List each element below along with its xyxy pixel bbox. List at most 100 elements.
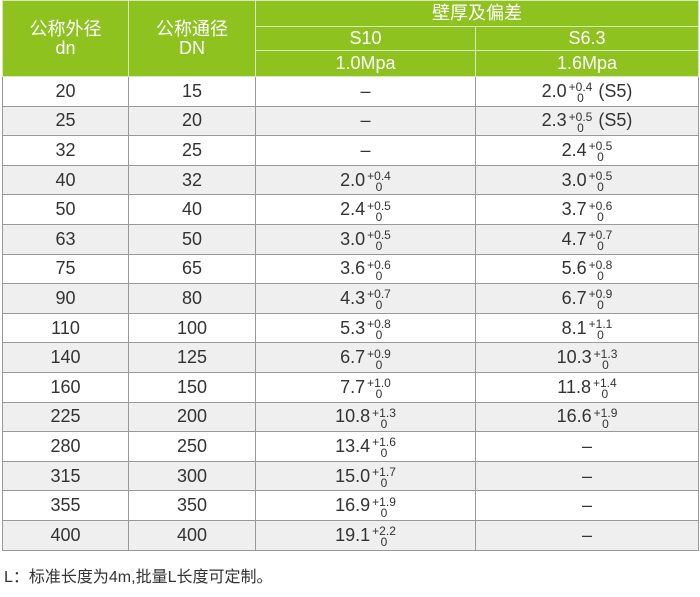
cell-dn: 32 <box>128 164 256 196</box>
thickness-value: 11.8 +1.4 0 <box>557 376 617 401</box>
tolerance-upper: +2.2 <box>372 524 396 539</box>
tolerance-lower: 0 <box>597 268 604 283</box>
tolerance-lower: 0 <box>375 239 383 254</box>
empty-cell: – <box>475 431 699 462</box>
thickness-cell: 10.8 +1.3 0 <box>255 401 476 433</box>
empty-cell: – <box>475 460 699 492</box>
tolerance-lower: 0 <box>375 298 383 313</box>
nominal: 10.3 <box>556 347 592 368</box>
nominal: 2.0 <box>541 80 567 101</box>
tolerance-upper: +1.3 <box>593 346 618 361</box>
tolerance: +1.9 0 <box>593 405 618 431</box>
tolerance: +0.4 0 <box>367 170 391 193</box>
thickness-cell: 3.7 +0.6 0 <box>475 194 699 225</box>
nominal: 16.6 <box>556 406 592 427</box>
cell-dn: 25 <box>128 135 256 166</box>
cell-dn: 80 <box>128 283 256 314</box>
thickness-cell: 11.8 +1.4 0 <box>475 371 699 403</box>
thickness-value: 16.6 +1.9 0 <box>556 405 618 431</box>
thickness-cell: 4.7 +0.7 0 <box>475 223 699 255</box>
tolerance: +0.6 0 <box>589 200 613 223</box>
thickness-value: 2.0 +0.4 0 (S5) <box>541 80 633 106</box>
header-DN: 公称通径 DN <box>128 0 256 77</box>
tolerance-upper: +0.4 <box>568 80 593 95</box>
thickness-cell: 8.1 +1.1 0 <box>475 312 699 344</box>
thickness-cell: 3.6 +0.6 0 <box>255 253 476 285</box>
nominal: 19.1 <box>335 524 371 545</box>
tolerance: +0.5 0 <box>589 170 613 193</box>
cell-dn: 25 <box>2 105 129 137</box>
tolerance-lower: 0 <box>577 91 584 106</box>
nominal: 10.8 <box>335 406 371 427</box>
cell-dn: 400 <box>2 519 129 551</box>
cell-dn: 20 <box>128 105 256 137</box>
tolerance-upper: +0.5 <box>367 198 391 213</box>
cell-dn: 160 <box>2 371 129 403</box>
nominal: 4.3 <box>340 287 366 308</box>
tolerance-upper: +1.9 <box>593 405 618 420</box>
dash: – <box>360 139 371 160</box>
thickness-cell: 10.3 +1.3 0 <box>475 342 699 373</box>
cell-dn: 20 <box>2 76 129 107</box>
header-s63-pressure: 1.6Mpa <box>475 50 699 77</box>
tolerance-upper: +1.0 <box>367 376 391 391</box>
cell-dn: 50 <box>2 194 129 225</box>
empty-cell: – <box>475 490 699 521</box>
tolerance-lower: 0 <box>380 416 388 431</box>
tolerance: +0.7 0 <box>367 288 391 313</box>
tolerance-upper: +0.8 <box>588 257 613 272</box>
empty-cell: – <box>255 135 476 166</box>
nominal: 7.7 <box>340 376 366 397</box>
nominal: 2.3 <box>541 110 567 131</box>
tolerance: +0.4 0 <box>568 80 593 106</box>
cell-dn: 15 <box>128 76 256 107</box>
tolerance: +0.8 0 <box>367 318 391 341</box>
nominal: 6.7 <box>561 287 587 308</box>
tolerance: +0.5 0 <box>589 140 613 163</box>
table-row: 25 20–2.3 +0.5 0 (S5) <box>2 105 699 137</box>
header-wall-thickness: 壁厚及偏差 <box>255 0 699 27</box>
tolerance-upper: +1.3 <box>372 405 396 420</box>
thickness-value: 3.7 +0.6 0 <box>562 199 613 223</box>
nominal: 15.0 <box>335 465 371 486</box>
thickness-value: 3.0 +0.5 0 <box>561 169 613 194</box>
tolerance-lower: 0 <box>380 446 388 461</box>
empty-cell: – <box>475 519 699 551</box>
tolerance: +2.2 0 <box>372 524 396 550</box>
cell-dn: 125 <box>128 342 256 373</box>
dash: – <box>581 495 592 516</box>
tolerance: +1.4 0 <box>593 377 617 400</box>
nominal: 8.1 <box>561 317 587 338</box>
cell-dn: 50 <box>128 223 256 255</box>
table-row: 20 15– 2.0 +0.4 0 (S5) <box>2 76 699 107</box>
table-row: 160 150 7.7 +1.0 0 11.8 +1.4 0 <box>2 371 699 403</box>
tolerance-lower: 0 <box>375 387 383 402</box>
table-row: 355 350 16.9 +1.9 0 – <box>2 490 699 521</box>
empty-cell: – <box>255 76 476 107</box>
header-s63: S6.3 <box>475 26 699 51</box>
thickness-value: 5.6 +0.8 0 <box>562 257 613 283</box>
header-s10: S10 <box>255 26 476 51</box>
cell-dn: 40 <box>2 164 129 196</box>
thickness-cell: 6.7 +0.9 0 <box>255 342 476 373</box>
thickness-cell: 2.4 +0.5 0 <box>255 194 476 225</box>
tolerance: +1.0 0 <box>367 376 391 402</box>
cell-dn: 200 <box>128 401 256 433</box>
cell-dn: 110 <box>2 312 129 344</box>
cell-dn: 300 <box>128 460 256 492</box>
tolerance-lower: 0 <box>602 416 609 431</box>
tolerance-lower: 0 <box>380 535 388 550</box>
thickness-cell: 2.0 +0.4 0 <box>255 164 476 196</box>
thickness-value: 10.3 +1.3 0 <box>556 346 618 371</box>
nominal: 3.0 <box>561 169 587 190</box>
tolerance: +0.5 0 <box>569 111 593 134</box>
tolerance-upper: +1.9 <box>372 494 396 509</box>
nominal: 2.4 <box>340 199 366 220</box>
cell-dn: 315 <box>2 460 129 492</box>
tolerance-lower: 0 <box>597 239 604 254</box>
thickness-cell: 5.3 +0.8 0 <box>255 312 476 344</box>
tolerance-lower: 0 <box>380 505 388 520</box>
tolerance: +1.9 0 <box>372 494 396 520</box>
tolerance-upper: +0.5 <box>367 228 391 243</box>
table-row: 75 65 3.6 +0.6 0 5.6 +0.8 0 <box>2 253 699 285</box>
